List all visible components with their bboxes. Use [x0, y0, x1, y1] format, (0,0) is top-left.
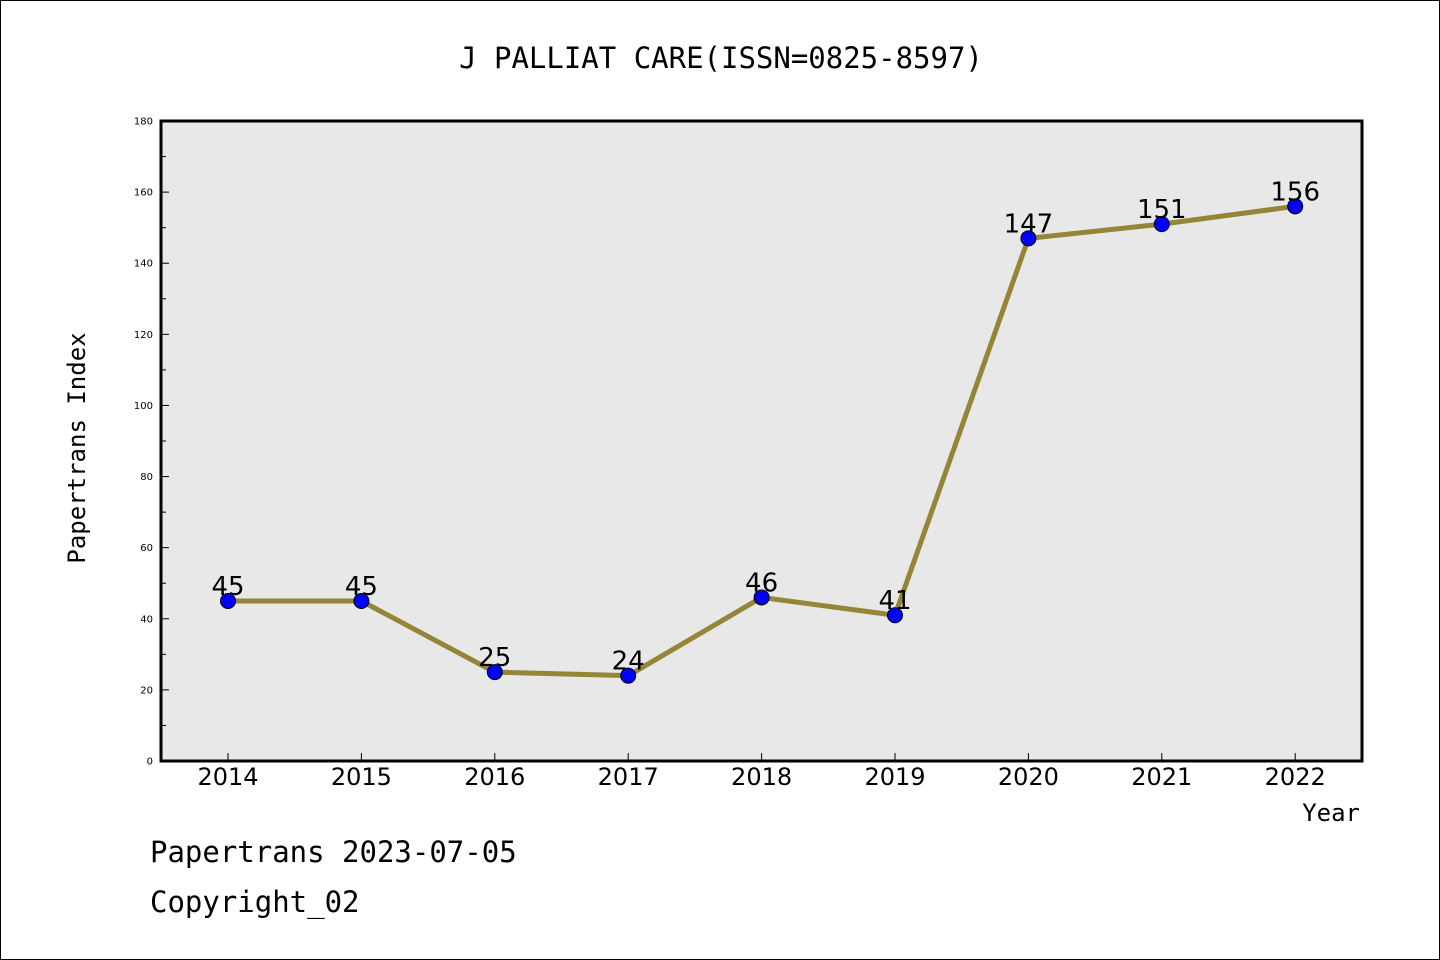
y-tick-label-140: 140	[134, 259, 153, 270]
data-label-2016: 25	[478, 643, 511, 673]
x-tick-label-2015: 2015	[331, 763, 392, 791]
y-tick-label-80: 80	[140, 472, 153, 483]
data-label-2014: 45	[211, 572, 244, 602]
data-point-2017	[620, 667, 637, 684]
x-tick-label-2017: 2017	[598, 763, 659, 791]
x-tick-label-2021: 2021	[1131, 763, 1192, 791]
footer-date: Papertrans 2023-07-05	[150, 835, 517, 869]
x-tick-label-2016: 2016	[464, 763, 525, 791]
data-point-2019	[887, 607, 903, 624]
x-tick-label-2020: 2020	[998, 763, 1059, 791]
plot-frame	[159, 119, 1364, 763]
data-label-2015: 45	[345, 572, 378, 602]
data-label-2020: 147	[1004, 209, 1054, 239]
data-markers	[220, 198, 1304, 684]
x-tick-label-2019: 2019	[864, 763, 925, 791]
data-point-2021	[1153, 216, 1170, 233]
y-tick-label-20: 20	[140, 685, 153, 696]
data-label-2021: 151	[1137, 195, 1187, 225]
x-tick-label-2022: 2022	[1265, 763, 1326, 791]
x-tick-label-2014: 2014	[197, 763, 258, 791]
y-tick-label-60: 60	[140, 543, 153, 554]
y-tick-label-40: 40	[140, 614, 153, 625]
data-label-2018: 46	[745, 568, 778, 598]
y-axis-title: Papertrans Index	[63, 332, 91, 563]
data-label-2017: 24	[612, 647, 645, 677]
data-point-2018	[753, 589, 770, 606]
data-point-2016	[486, 664, 503, 681]
data-point-2022	[1287, 198, 1304, 215]
data-labels: 45 45 25 24 46 41 147 151 156	[211, 177, 1320, 676]
axis-ticks: 0 20 40 60 80 100 120 140 160 180 2014 2015 2016 2017…	[134, 117, 1326, 792]
y-tick-label-100: 100	[134, 401, 153, 412]
data-label-2022: 156	[1270, 177, 1320, 207]
chart-title: J PALLIAT CARE(ISSN=0825-8597)	[459, 41, 983, 75]
data-label-2019: 41	[878, 586, 911, 616]
footer-copyright: Copyright_02	[150, 885, 360, 919]
y-tick-label-0: 0	[147, 757, 153, 768]
data-point-2020	[1020, 230, 1037, 247]
data-point-2014	[220, 593, 236, 609]
y-tick-label-160: 160	[134, 188, 153, 199]
x-axis-title: Year	[1302, 799, 1360, 827]
y-tick-label-180: 180	[134, 117, 153, 128]
x-tick-label-2018: 2018	[731, 763, 792, 791]
y-tick-label-120: 120	[134, 330, 153, 341]
data-point-2015	[353, 593, 370, 609]
